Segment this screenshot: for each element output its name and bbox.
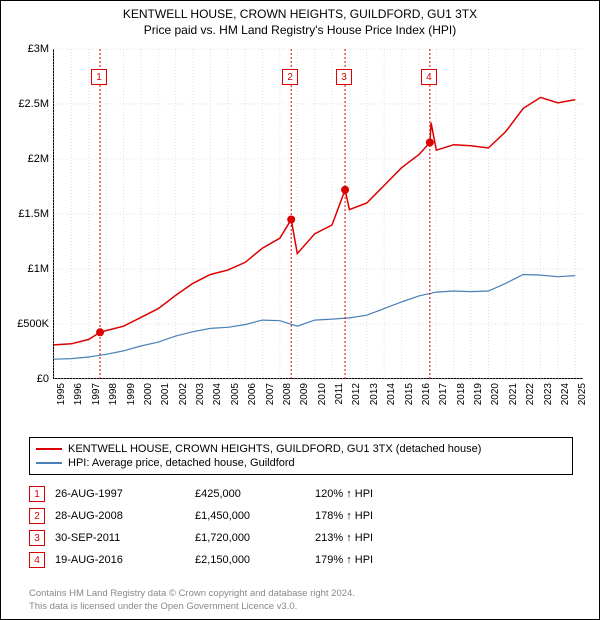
legend-swatch-2 (36, 462, 62, 464)
chart-marker-box: 1 (91, 69, 107, 85)
chart-marker-box: 3 (336, 69, 352, 85)
xtick-label: 2012 (351, 383, 362, 413)
marker-number-box: 3 (29, 530, 45, 546)
legend-row: KENTWELL HOUSE, CROWN HEIGHTS, GUILDFORD… (36, 442, 566, 456)
transaction-date: 28-AUG-2008 (55, 510, 185, 522)
xtick-label: 2003 (195, 383, 206, 413)
xtick-label: 2000 (143, 383, 154, 413)
xtick-label: 2016 (421, 383, 432, 413)
plot-region (53, 49, 583, 379)
transaction-price: £2,150,000 (195, 554, 305, 566)
transaction-hpi: 120% ↑ HPI (315, 488, 435, 500)
footer-line-1: Contains HM Land Registry data © Crown c… (29, 588, 573, 600)
chart-area: £0£500K£1M£1.5M£2M£2.5M£3M19951996199719… (53, 49, 583, 419)
xtick-label: 2002 (178, 383, 189, 413)
transactions-table: 1 26-AUG-1997 £425,000 120% ↑ HPI 2 28-A… (29, 483, 573, 571)
xtick-label: 2015 (404, 383, 415, 413)
transaction-hpi: 213% ↑ HPI (315, 532, 435, 544)
marker-number-box: 2 (29, 508, 45, 524)
ytick-label: £2M (9, 153, 49, 165)
chart-container: KENTWELL HOUSE, CROWN HEIGHTS, GUILDFORD… (0, 0, 600, 620)
table-row: 4 19-AUG-2016 £2,150,000 179% ↑ HPI (29, 549, 573, 571)
title-line-1: KENTWELL HOUSE, CROWN HEIGHTS, GUILDFORD… (1, 7, 599, 23)
marker-number-box: 4 (29, 552, 45, 568)
transaction-price: £1,450,000 (195, 510, 305, 522)
marker-number-box: 1 (29, 486, 45, 502)
xtick-label: 1996 (73, 383, 84, 413)
legend-label-1: KENTWELL HOUSE, CROWN HEIGHTS, GUILDFORD… (68, 443, 481, 455)
xtick-label: 2019 (473, 383, 484, 413)
footer-line-2: This data is licensed under the Open Gov… (29, 601, 573, 613)
legend-label-2: HPI: Average price, detached house, Guil… (68, 457, 295, 469)
xtick-label: 2009 (299, 383, 310, 413)
xtick-label: 2010 (317, 383, 328, 413)
chart-marker-box: 2 (282, 69, 298, 85)
xtick-label: 2011 (334, 383, 345, 413)
ytick-label: £1M (9, 263, 49, 275)
xtick-label: 2005 (230, 383, 241, 413)
xtick-label: 2017 (438, 383, 449, 413)
xtick-label: 2024 (560, 383, 571, 413)
transaction-price: £425,000 (195, 488, 305, 500)
transaction-date: 19-AUG-2016 (55, 554, 185, 566)
table-row: 2 28-AUG-2008 £1,450,000 178% ↑ HPI (29, 505, 573, 527)
xtick-label: 1999 (126, 383, 137, 413)
ytick-label: £500K (9, 318, 49, 330)
plot-svg (54, 49, 584, 379)
xtick-label: 2014 (386, 383, 397, 413)
legend-row: HPI: Average price, detached house, Guil… (36, 456, 566, 470)
transaction-price: £1,720,000 (195, 532, 305, 544)
transaction-date: 26-AUG-1997 (55, 488, 185, 500)
footer: Contains HM Land Registry data © Crown c… (29, 588, 573, 613)
transaction-hpi: 179% ↑ HPI (315, 554, 435, 566)
xtick-label: 2020 (490, 383, 501, 413)
transaction-date: 30-SEP-2011 (55, 532, 185, 544)
xtick-label: 2025 (577, 383, 588, 413)
xtick-label: 2022 (525, 383, 536, 413)
xtick-label: 2021 (508, 383, 519, 413)
transaction-hpi: 178% ↑ HPI (315, 510, 435, 522)
xtick-label: 2008 (282, 383, 293, 413)
ytick-label: £2.5M (9, 98, 49, 110)
table-row: 3 30-SEP-2011 £1,720,000 213% ↑ HPI (29, 527, 573, 549)
xtick-label: 1998 (108, 383, 119, 413)
xtick-label: 2006 (247, 383, 258, 413)
xtick-label: 1995 (56, 383, 67, 413)
xtick-label: 2001 (160, 383, 171, 413)
xtick-label: 2013 (369, 383, 380, 413)
xtick-label: 2023 (543, 383, 554, 413)
legend-swatch-1 (36, 448, 62, 450)
xtick-label: 2007 (265, 383, 276, 413)
table-row: 1 26-AUG-1997 £425,000 120% ↑ HPI (29, 483, 573, 505)
ytick-label: £1.5M (9, 208, 49, 220)
ytick-label: £0 (9, 373, 49, 385)
chart-marker-box: 4 (421, 69, 437, 85)
ytick-label: £3M (9, 43, 49, 55)
xtick-label: 1997 (91, 383, 102, 413)
legend: KENTWELL HOUSE, CROWN HEIGHTS, GUILDFORD… (29, 437, 573, 475)
title-line-2: Price paid vs. HM Land Registry's House … (1, 23, 599, 39)
xtick-label: 2018 (456, 383, 467, 413)
xtick-label: 2004 (212, 383, 223, 413)
title-block: KENTWELL HOUSE, CROWN HEIGHTS, GUILDFORD… (1, 1, 599, 40)
